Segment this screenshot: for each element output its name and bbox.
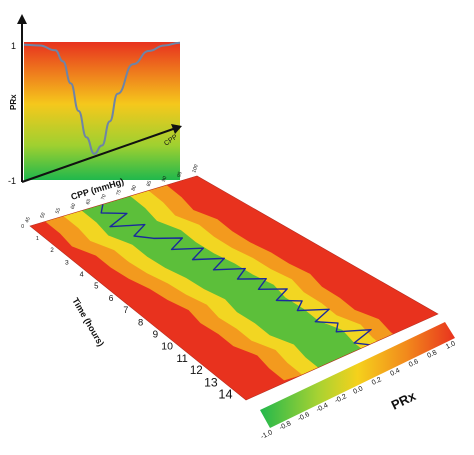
inset-x-axis-arrow <box>171 124 182 134</box>
colorbar-tick-label: 1.0 <box>445 340 457 351</box>
main-x-tick-label: 85 <box>146 180 154 187</box>
colorbar-tick-label: -0.6 <box>297 411 311 423</box>
colorbar-tick-label: -1.0 <box>260 429 274 441</box>
main-x-tick-label: 75 <box>115 189 123 196</box>
main-y-tick-label: 2 <box>50 247 54 254</box>
main-x-tick-label: 80 <box>131 184 139 191</box>
main-y-tick-label: 9 <box>153 329 159 340</box>
main-y-label: Time (hours) <box>70 296 106 348</box>
main-x-tick-label: 70 <box>100 193 108 200</box>
main-x-tick-label: 90 <box>161 175 169 182</box>
main-y-tick-label: 14 <box>218 387 232 401</box>
inset-gradient-background <box>24 42 180 180</box>
main-y-tick-label: 12 <box>190 364 203 377</box>
colorbar-tick-label: 0.6 <box>408 358 420 369</box>
main-y-tick-label: 5 <box>94 282 99 291</box>
main-y-tick-label: 4 <box>80 270 84 279</box>
inset-prx-curve <box>23 41 181 155</box>
cpp-trace-line <box>100 204 375 355</box>
colorbar-label: PRx <box>389 388 419 413</box>
colorbar-tick-label: 0.8 <box>426 349 438 360</box>
colorbar-tick-label: 0.2 <box>371 376 383 387</box>
main-y-tick-label: 3 <box>65 259 69 266</box>
main-y-tick-label: 8 <box>138 316 143 327</box>
main-x-tick-label: 50 <box>39 212 47 219</box>
colorbar: -1.0 -0.8 -0.6 -0.4 -0.2 0.0 0.2 0.4 0.6 0.8 1.0 P… <box>260 322 457 441</box>
inset-y-tick-top: 1 <box>11 41 16 51</box>
main-y-tick-label: 6 <box>109 293 114 303</box>
inset-y-label: PRx <box>9 94 18 110</box>
colorbar-tick-label: -0.8 <box>278 420 292 432</box>
main-y-tick-label: 0 <box>21 224 24 230</box>
inset-y-axis-arrow <box>17 14 27 24</box>
main-x-tick-label: 100 <box>191 164 200 174</box>
main-y-tick-label: 1 <box>36 236 39 242</box>
main-x-tick-label: 60 <box>70 203 78 210</box>
colorbar-tick-label: -0.4 <box>315 402 329 414</box>
main-y-tick-label: 13 <box>204 375 218 389</box>
main-y-tick-label: 7 <box>123 305 128 315</box>
main-x-tick-label: 55 <box>55 207 63 214</box>
colorbar-gradient <box>260 322 455 428</box>
inset-panel: 1 -1 PRx CPP <box>8 14 182 186</box>
heatmap-band-green <box>81 196 370 370</box>
inset-y-tick-bottom: -1 <box>8 176 16 186</box>
main-x-tick-label: 65 <box>85 198 93 205</box>
colorbar-tick-label: -0.2 <box>334 393 348 405</box>
main-x-tick-label: 95 <box>176 171 184 178</box>
heatmap-outline <box>29 175 439 401</box>
colorbar-tick-label: 0.4 <box>389 367 401 378</box>
main-y-tick-label: 10 <box>161 341 173 353</box>
inset-x-axis <box>21 127 177 183</box>
main-x-tick-label: 45 <box>24 216 32 223</box>
main-y-tick-label: 11 <box>176 353 188 365</box>
colorbar-tick-label: 0.0 <box>352 385 364 396</box>
